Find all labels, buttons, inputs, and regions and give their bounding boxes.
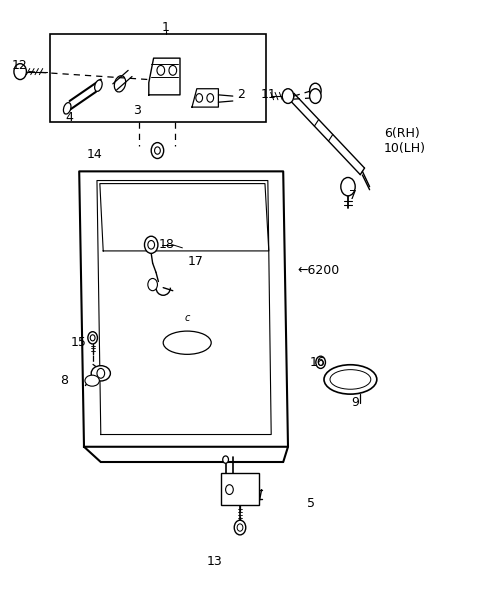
Text: 3: 3 [133,103,141,117]
Circle shape [14,64,26,80]
Ellipse shape [324,365,377,394]
Text: 2: 2 [238,88,245,102]
Text: 9: 9 [351,396,359,409]
Text: 17: 17 [187,255,203,269]
Text: 1: 1 [162,21,169,34]
Text: 5: 5 [307,496,315,510]
Text: 16: 16 [310,356,325,369]
Circle shape [223,456,228,463]
Ellipse shape [91,365,110,381]
Text: 15: 15 [71,336,87,349]
Ellipse shape [63,103,71,114]
Text: 18: 18 [158,238,174,252]
Text: 14: 14 [86,147,102,161]
Text: 7: 7 [349,189,357,203]
Text: 11: 11 [261,88,276,102]
Circle shape [234,520,246,535]
Circle shape [310,89,321,103]
Text: c: c [184,313,190,323]
Circle shape [341,177,355,196]
Ellipse shape [85,375,99,386]
Circle shape [310,83,321,98]
Text: 6(RH)
10(LH): 6(RH) 10(LH) [384,127,426,155]
Circle shape [144,236,158,253]
Circle shape [88,332,97,344]
Text: 8: 8 [60,374,68,387]
Circle shape [316,356,325,368]
Bar [50,34,266,122]
Bar [221,473,259,505]
Circle shape [282,89,294,103]
Circle shape [151,143,164,159]
Text: 4: 4 [66,111,73,124]
Text: ←6200: ←6200 [298,264,340,277]
Text: 12: 12 [12,59,28,72]
Text: 13: 13 [206,555,222,569]
Ellipse shape [95,80,102,91]
Circle shape [148,278,157,291]
